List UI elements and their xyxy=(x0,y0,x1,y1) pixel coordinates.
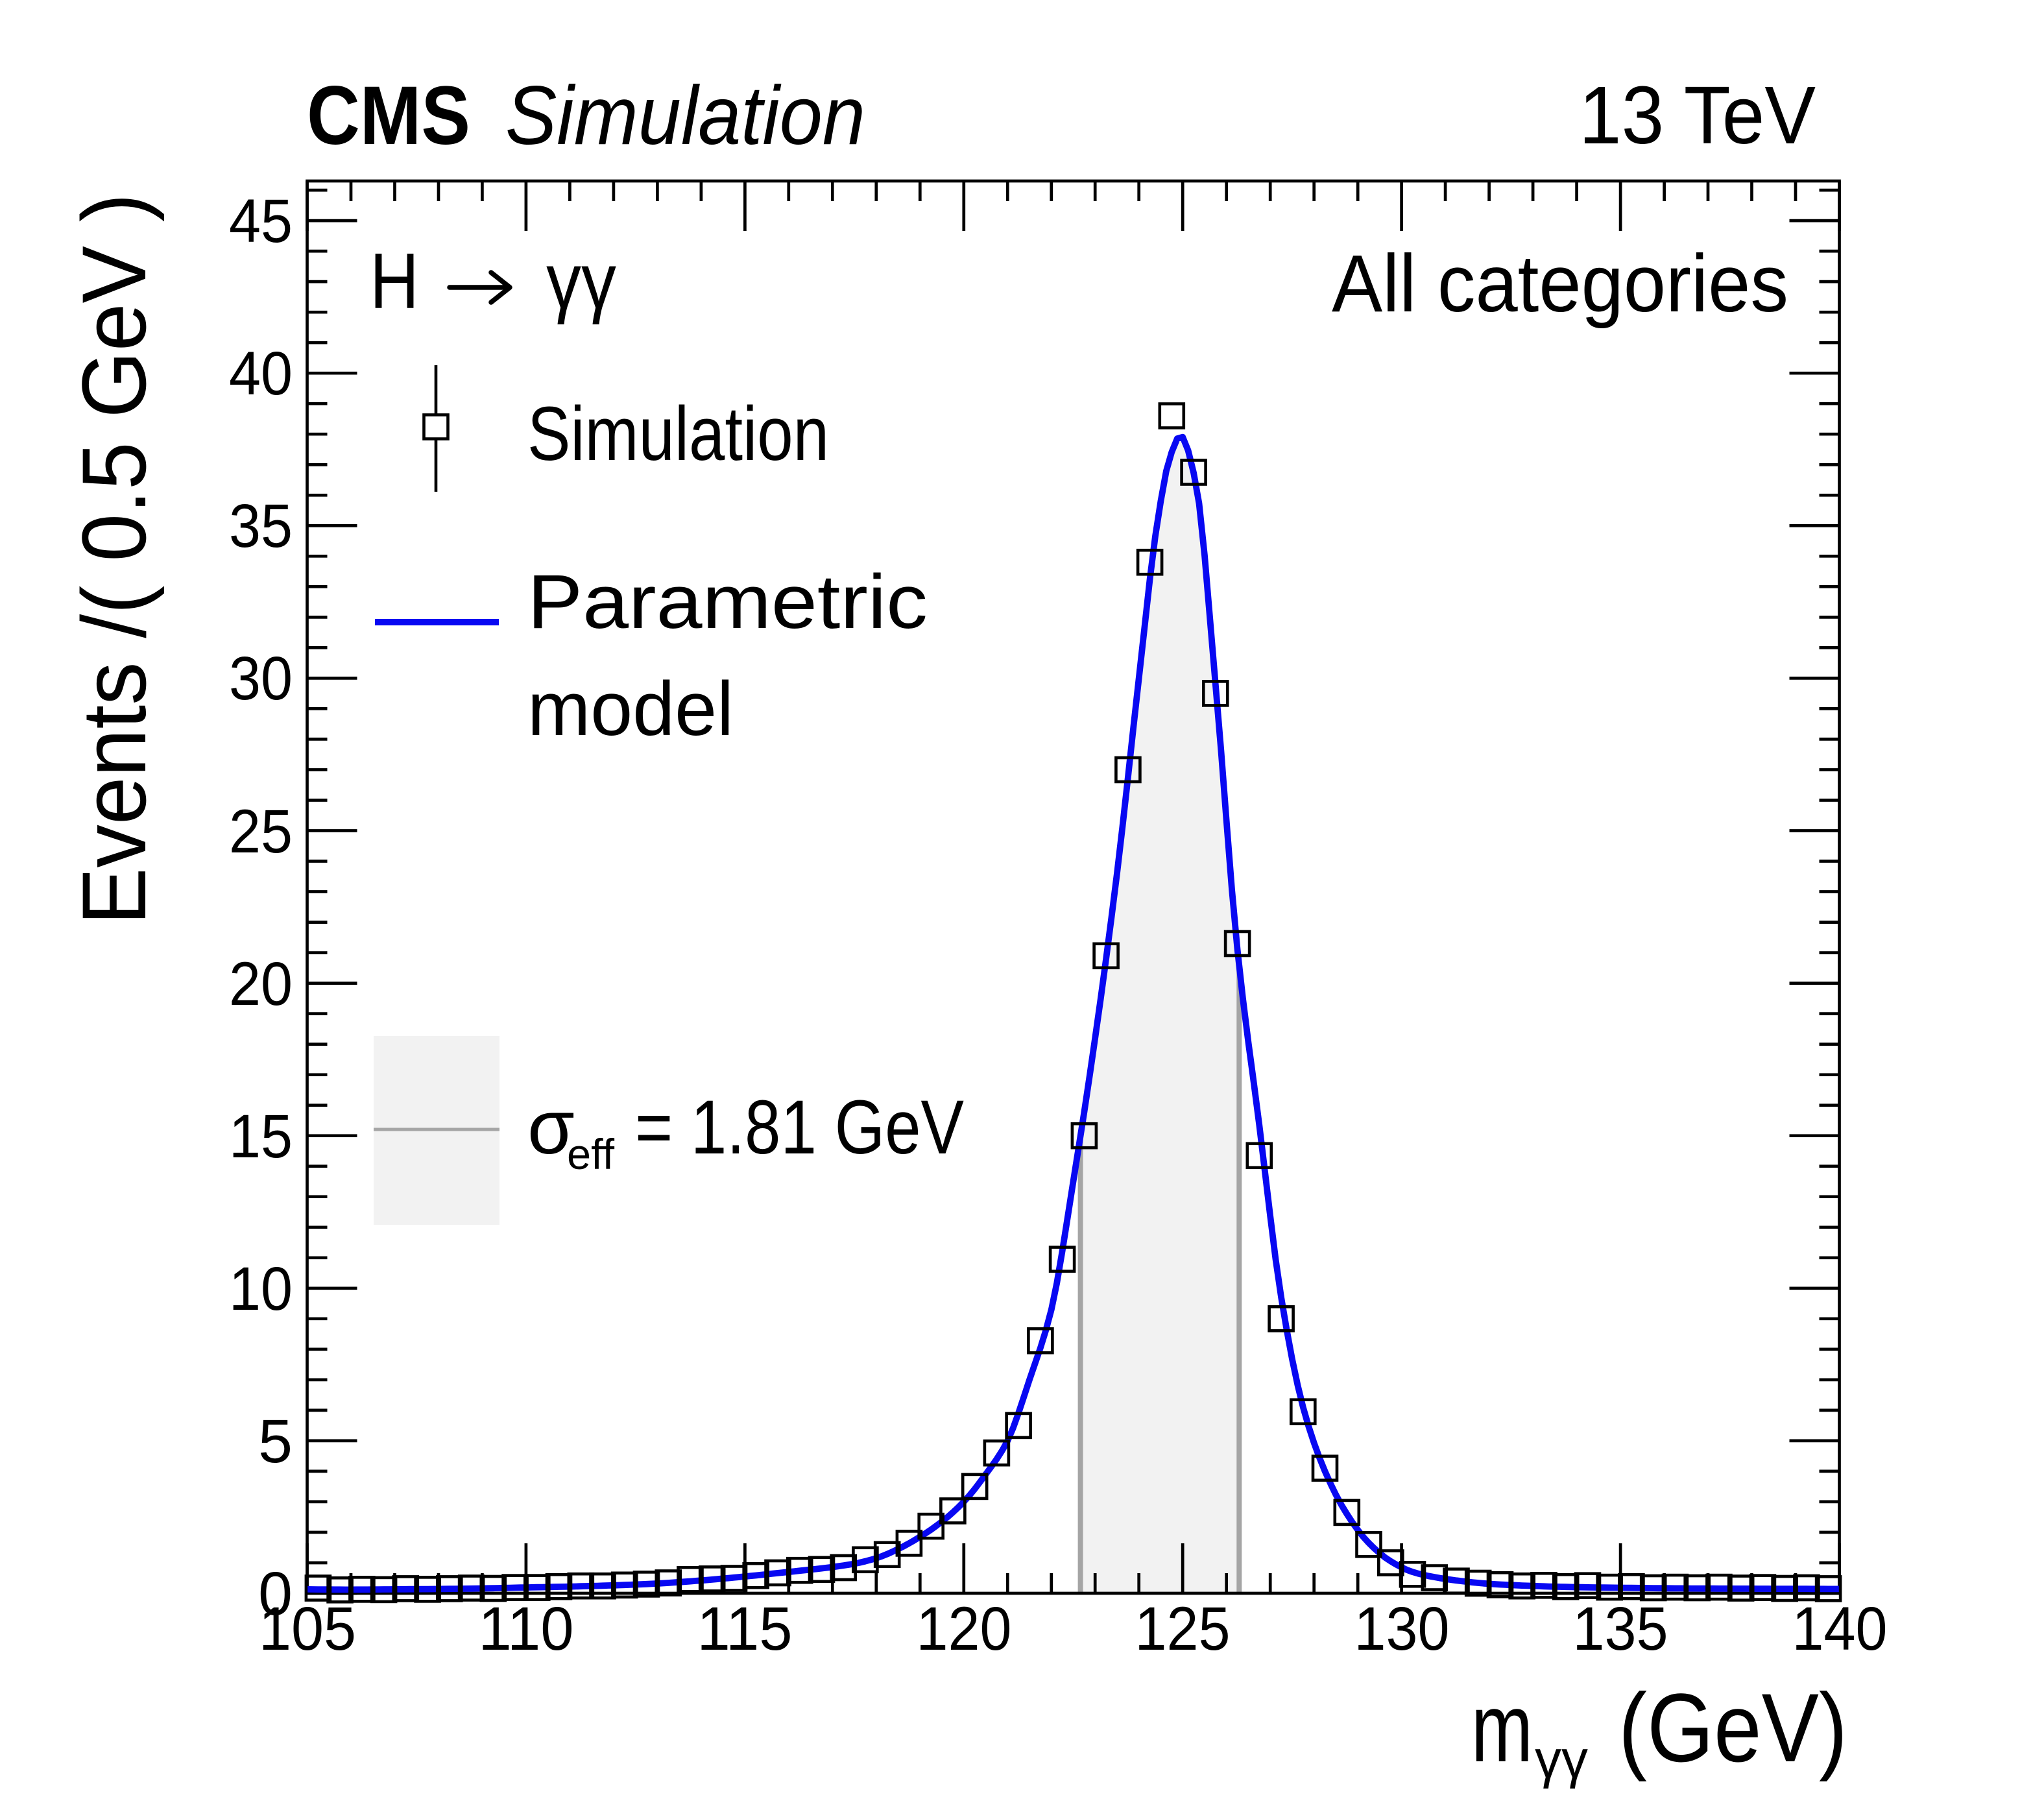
svg-text:10: 10 xyxy=(229,1255,293,1323)
svg-text:40: 40 xyxy=(229,339,293,408)
svg-text:model: model xyxy=(527,666,734,752)
svg-text:35: 35 xyxy=(229,492,293,560)
svg-text:σ: σ xyxy=(527,1085,575,1170)
svg-text:45: 45 xyxy=(229,187,293,256)
svg-text:110: 110 xyxy=(479,1595,574,1663)
svg-text:115: 115 xyxy=(697,1595,793,1663)
svg-text:20: 20 xyxy=(229,950,293,1019)
svg-text:140: 140 xyxy=(1792,1595,1888,1663)
svg-text:Parametric: Parametric xyxy=(527,559,928,645)
svg-text:γγ: γγ xyxy=(546,237,616,325)
svg-text:eff: eff xyxy=(567,1130,615,1178)
svg-text:125: 125 xyxy=(1135,1595,1231,1663)
svg-text:γγ: γγ xyxy=(1535,1729,1588,1789)
svg-text:= 1.81 GeV: = 1.81 GeV xyxy=(635,1085,964,1170)
svg-text:105: 105 xyxy=(259,1595,356,1663)
svg-text:13 TeV: 13 TeV xyxy=(1579,69,1816,161)
svg-text:Simulation: Simulation xyxy=(505,69,865,162)
svg-text:15: 15 xyxy=(229,1102,293,1171)
svg-text:120: 120 xyxy=(917,1595,1012,1663)
svg-text:(GeV): (GeV) xyxy=(1618,1673,1847,1782)
svg-text:CMS: CMS xyxy=(307,69,470,162)
svg-text:30: 30 xyxy=(229,644,293,713)
svg-text:m: m xyxy=(1471,1673,1533,1782)
svg-text:All categories: All categories xyxy=(1332,239,1788,329)
svg-text:0: 0 xyxy=(258,1560,293,1628)
svg-text:135: 135 xyxy=(1573,1595,1668,1663)
svg-text:H: H xyxy=(370,237,419,325)
svg-text:5: 5 xyxy=(258,1407,293,1476)
svg-text:25: 25 xyxy=(229,797,293,866)
svg-text:130: 130 xyxy=(1354,1595,1450,1663)
svg-text:Simulation: Simulation xyxy=(527,391,829,477)
svg-text:Events /( 0.5 GeV ): Events /( 0.5 GeV ) xyxy=(63,193,165,925)
